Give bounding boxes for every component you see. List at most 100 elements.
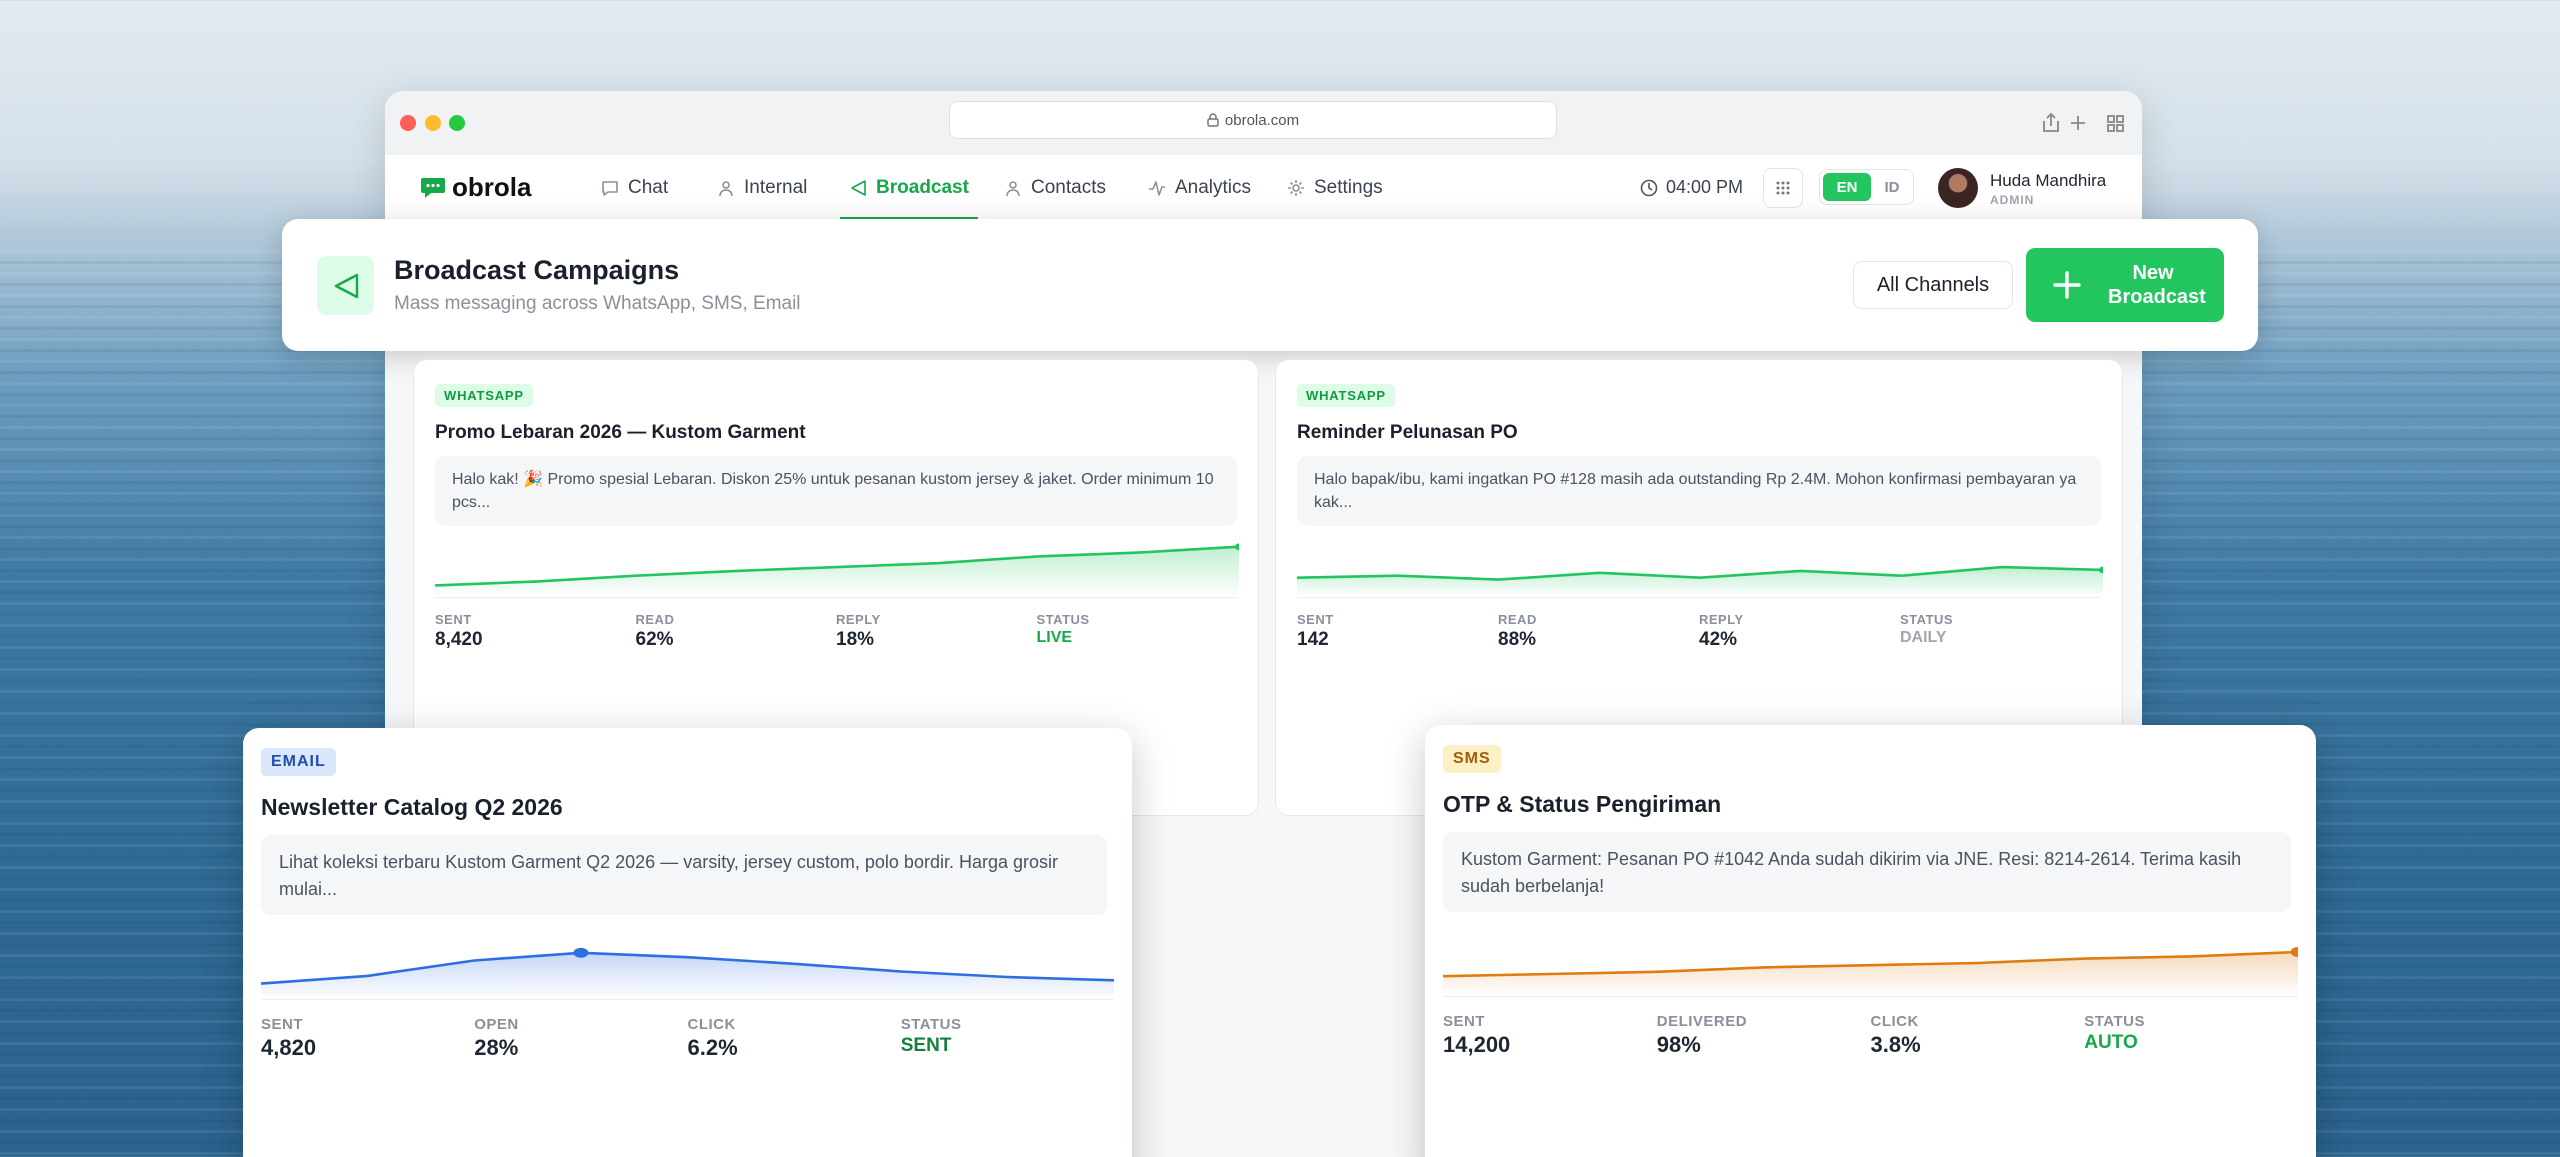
- close-button[interactable]: [400, 115, 416, 131]
- clock: 04:00 PM: [1640, 155, 1743, 220]
- plus-icon: [2053, 271, 2081, 299]
- stat: SENT 4,820: [261, 1016, 474, 1061]
- nav-icon-path: [1149, 180, 1165, 196]
- nav-item[interactable]: Chat: [601, 155, 668, 220]
- nav-icon-path: [851, 179, 866, 196]
- apps-icon: [1776, 181, 1790, 195]
- campaign-message: Halo bapak/ibu, kami ingatkan PO #128 ma…: [1297, 456, 2101, 526]
- nav-item[interactable]: Internal: [717, 155, 807, 220]
- time: 04:00 PM: [1666, 177, 1744, 197]
- language-id[interactable]: ID: [1884, 178, 1900, 196]
- stat-value: 8,420: [435, 629, 483, 650]
- maximize-button[interactable]: [449, 115, 465, 131]
- stat: STATUS AUTO: [2084, 1013, 2298, 1058]
- stat: REPLY 42%: [1699, 612, 1900, 651]
- header-title: Broadcast Campaigns: [394, 255, 680, 285]
- nav-icon: [602, 180, 618, 196]
- sparkline-dot: [1234, 543, 1239, 551]
- language-en[interactable]: EN: [1823, 173, 1871, 201]
- logo-text: obrola: [452, 172, 532, 202]
- channel-tag: WHATSAPP: [435, 384, 533, 407]
- stat-value: 98%: [1656, 1032, 1701, 1057]
- campaign-title: Promo Lebaran 2026 — Kustom Garment: [435, 422, 806, 443]
- stats-row: SENT 142 READ 88% REPLY 42% STATUS DAILY: [1297, 612, 2101, 651]
- stat: REPLY 18%: [836, 612, 1037, 651]
- sparkline-area: [1443, 952, 2298, 996]
- nav-icon-path: [719, 180, 733, 196]
- sparkline-dot: [2098, 566, 2103, 574]
- stat-label: OPEN: [474, 1016, 519, 1033]
- nav-icon: [1288, 179, 1304, 196]
- stat: SENT 8,420: [435, 612, 636, 651]
- stat-value: 28%: [474, 1035, 519, 1060]
- logo[interactable]: obrola: [420, 172, 531, 203]
- broadcast-icon-box: [317, 256, 374, 315]
- stat-value: 62%: [635, 629, 674, 650]
- user-name: Huda Mandhira: [1990, 171, 2107, 190]
- new-broadcast-button[interactable]: New Broadcast: [2026, 248, 2224, 322]
- apps-button[interactable]: [1763, 168, 1803, 208]
- stat-label: STATUS: [1036, 612, 1090, 627]
- campaign-title: Newsletter Catalog Q2 2026: [261, 794, 563, 820]
- nav-label: Analytics: [1175, 176, 1252, 198]
- campaign-message: Lihat koleksi terbaru Kustom Garment Q2 …: [261, 835, 1107, 915]
- nav-icon: [719, 180, 733, 196]
- stat-value: 18%: [836, 629, 875, 650]
- stat: STATUS DAILY: [1900, 612, 2101, 651]
- nav-item[interactable]: Broadcast: [840, 155, 978, 220]
- stat-label: SENT: [435, 612, 472, 627]
- sparkline-line: [1443, 952, 2298, 976]
- stat: DELIVERED 98%: [1657, 1013, 1871, 1058]
- stat-value: SENT: [900, 1035, 952, 1056]
- stat-label: STATUS: [2084, 1013, 2146, 1030]
- stats-row: SENT 14,200 DELIVERED 98% CLICK 3.8% STATUS AUT…: [1443, 1013, 2298, 1058]
- sparkline-line: [435, 547, 1239, 586]
- channel-filter[interactable]: All Channels: [1853, 261, 2013, 309]
- nav-icon: [1149, 180, 1165, 196]
- sparkline-dot: [2290, 947, 2298, 957]
- sparkline-area: [1297, 567, 2103, 597]
- nav-item[interactable]: Contacts: [1004, 155, 1106, 220]
- sparkline-area: [435, 546, 1239, 597]
- user-info: Huda Mandhira ADMIN: [1990, 171, 2106, 207]
- stat-value: AUTO: [2084, 1032, 2138, 1053]
- sparkline-line: [261, 953, 1114, 984]
- nav-icon: [851, 179, 866, 196]
- user-avatar[interactable]: [1938, 168, 1978, 208]
- stat-value: LIVE: [1036, 629, 1073, 646]
- nav-item[interactable]: Analytics: [1148, 155, 1251, 220]
- stat-label: REPLY: [836, 612, 881, 627]
- stat-label: SENT: [1443, 1013, 1486, 1030]
- stat-value: 42%: [1699, 629, 1738, 650]
- language-toggle: EN ID: [1819, 169, 1914, 205]
- stat-value: 3.8%: [1870, 1032, 1921, 1057]
- nav-icon-path: [1288, 179, 1304, 196]
- clock-icon: [1640, 179, 1658, 196]
- campaign-title: OTP & Status Pengiriman: [1443, 791, 1722, 817]
- logo-icon: [421, 177, 445, 198]
- campaign-title: Reminder Pelunasan PO: [1297, 422, 1518, 443]
- stat: SENT 14,200: [1443, 1013, 1657, 1058]
- app-navbar: obrola 04:00 PM EN ID Huda Mandhira ADMI…: [385, 155, 2142, 221]
- nav-label: Broadcast: [876, 176, 969, 198]
- campaign-card[interactable]: EMAIL Newsletter Catalog Q2 2026 Lihat kol…: [243, 728, 1132, 1157]
- browser-toolbar: obrola.com: [385, 91, 2142, 156]
- stat-label: DELIVERED: [1656, 1013, 1748, 1030]
- stat: READ 62%: [636, 612, 837, 651]
- minimize-button[interactable]: [425, 115, 441, 131]
- sparkline-area: [261, 952, 1114, 999]
- sparkline: [435, 543, 1239, 597]
- sparkline-line: [1297, 567, 2103, 580]
- user-role: ADMIN: [1990, 193, 2035, 207]
- channel-tag: WHATSAPP: [1297, 384, 1395, 407]
- browser-actions[interactable]: [2040, 111, 2130, 135]
- address-bar[interactable]: obrola.com: [949, 101, 1557, 139]
- channel-tag: EMAIL: [261, 748, 336, 776]
- sparkline: [1297, 539, 2103, 597]
- header-subtitle: Mass messaging across WhatsApp, SMS, Ema…: [394, 293, 801, 314]
- separator: [261, 999, 1114, 1000]
- lock-icon: [1207, 113, 1219, 127]
- campaign-card[interactable]: SMS OTP & Status Pengiriman Kustom Garment…: [1425, 725, 2316, 1157]
- nav-item[interactable]: Settings: [1287, 155, 1383, 220]
